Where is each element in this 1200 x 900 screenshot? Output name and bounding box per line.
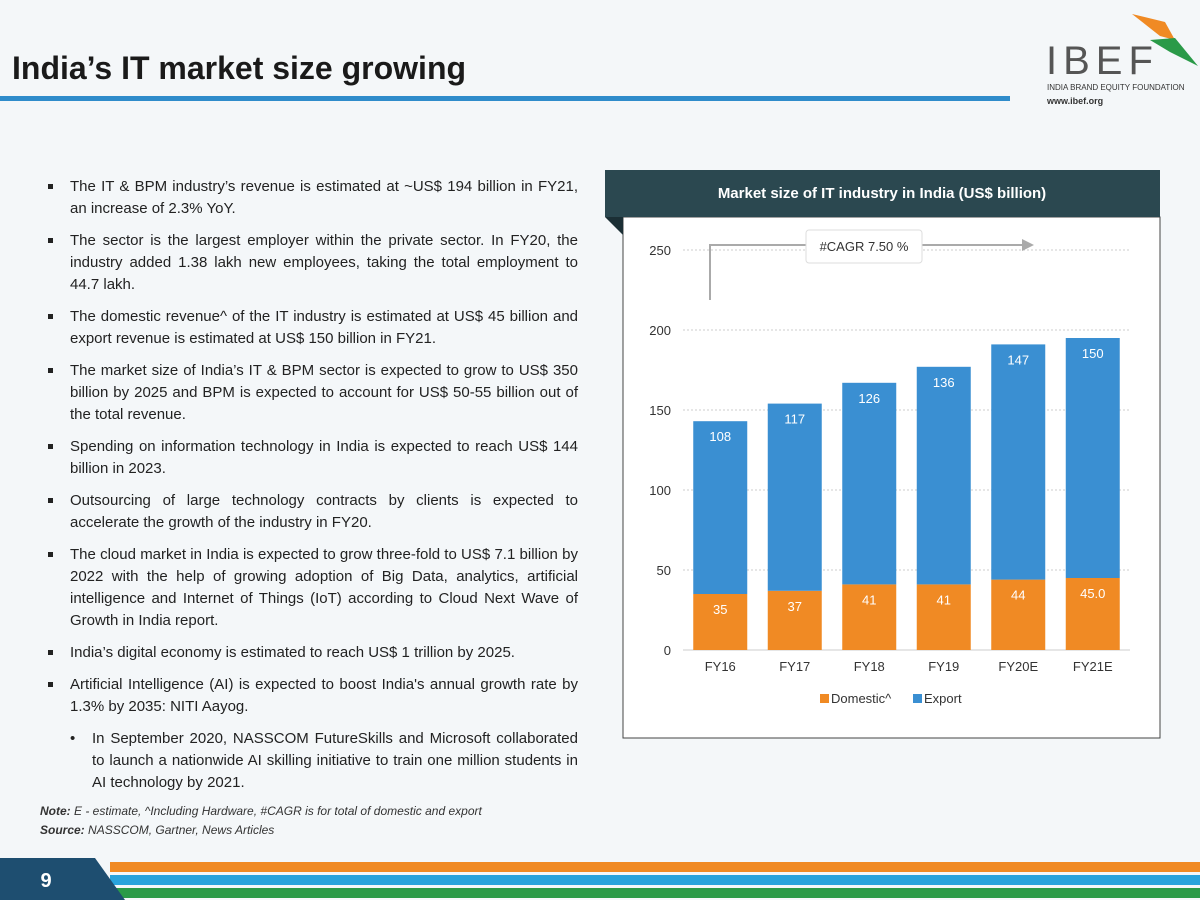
bullet: Spending on information technology in In… [48,436,578,480]
value-label: 45.0 [1080,586,1105,601]
page-number: 9 [40,870,51,892]
legend-swatch [820,694,829,703]
stripe-green [110,888,1200,898]
y-tick-label: 250 [649,243,671,258]
cagr-box [805,229,923,264]
x-tick-label: FY19 [928,659,959,674]
x-tick-label: FY16 [705,659,736,674]
stripe-blue [110,875,1200,885]
page-tab [0,858,125,900]
bullet: The market size of India’s IT & BPM sect… [48,360,578,426]
value-label: 41 [937,592,951,607]
legend-swatch [913,694,922,703]
logo-bird [1132,14,1175,40]
value-label: 150 [1082,346,1104,361]
arrow-head [1022,239,1034,251]
title-rule [0,96,1010,101]
source: Source: NASSCOM, Gartner, News Articles [40,823,274,837]
stripe-orange [110,862,1200,872]
value-label: 44 [1011,588,1025,603]
y-tick-label: 50 [657,563,671,578]
source-text: NASSCOM, Gartner, News Articles [88,823,275,837]
bar-segment [916,366,971,585]
source-label: Source: [40,823,85,837]
bar-segment [693,421,748,594]
bar-segment [1065,578,1120,650]
bar-segment [1065,338,1120,578]
bullet: India’s digital economy is estimated to … [48,642,578,664]
bar-segment [916,584,971,650]
chart-title: Market size of IT industry in India (US$… [718,185,1046,202]
title-fold [605,217,623,235]
value-label: 117 [784,412,805,427]
note-label: Note: [40,804,71,818]
bullet: The cloud market in India is expected to… [48,544,578,632]
bullet: The sector is the largest employer withi… [48,230,578,296]
y-tick-label: 100 [649,483,671,498]
bullet: The domestic revenue^ of the IT industry… [48,306,578,350]
logo: IBEF [1046,39,1159,83]
value-label: 126 [858,391,880,406]
bar-segment [767,403,822,591]
bar-segment [842,584,897,650]
logo-url: www.ibef.org [1046,96,1103,106]
bar-segment [693,594,748,650]
logo-subtitle: INDIA BRAND EQUITY FOUNDATION [1047,83,1185,92]
logo-wing [1150,38,1198,66]
note-text: E - estimate, ^Including Hardware, #CAGR… [74,804,482,818]
value-label: 136 [933,375,955,390]
sub-bullet: In September 2020, NASSCOM FutureSkills … [70,728,578,794]
bar-segment [842,382,897,585]
y-tick-label: 0 [664,643,671,658]
bar-segment [991,344,1046,580]
value-label: 147 [1007,352,1029,367]
x-tick-label: FY18 [854,659,885,674]
y-tick-label: 200 [649,323,671,338]
cagr-label: #CAGR 7.50 % [820,239,909,254]
legend-label: Domestic^ [831,691,892,706]
x-tick-label: FY21E [1073,659,1113,674]
value-label: 37 [788,599,802,614]
value-label: 108 [709,429,731,444]
bullet: Outsourcing of large technology contract… [48,490,578,534]
value-label: 41 [862,592,876,607]
chart-title-bar [605,170,1160,217]
bullet: The IT & BPM industry’s revenue is estim… [48,176,578,220]
legend-label: Export [924,691,962,706]
bar-segment [767,590,822,650]
bullets: The IT & BPM industry’s revenue is estim… [48,176,578,794]
slide-title: India’s IT market size growing [12,50,467,86]
note: Note: E - estimate, ^Including Hardware,… [40,804,482,818]
y-tick-label: 150 [649,403,671,418]
value-label: 35 [713,602,727,617]
bullet: Artificial Intelligence (AI) is expected… [48,674,578,718]
bar-segment [991,579,1046,650]
x-tick-label: FY17 [779,659,810,674]
x-tick-label: FY20E [998,659,1038,674]
